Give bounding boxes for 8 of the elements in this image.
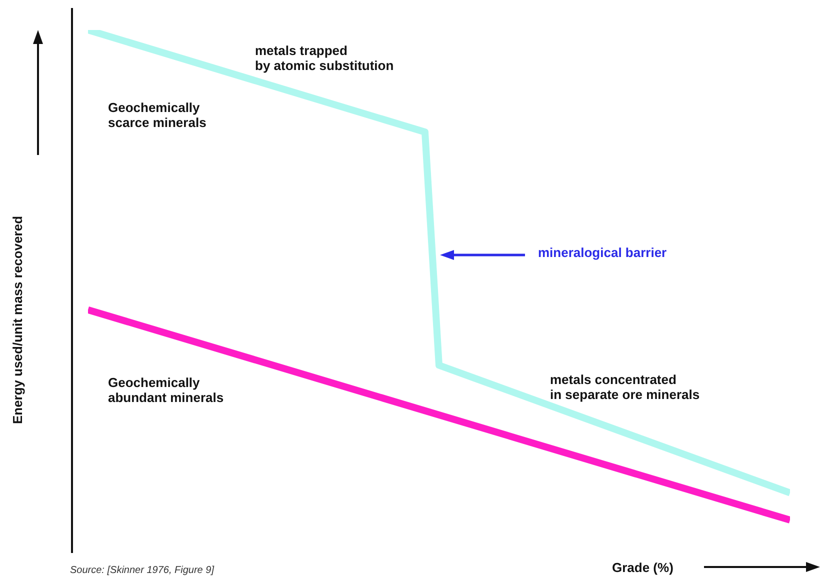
- x-axis-title: Grade (%): [612, 560, 674, 575]
- source-note: Source: [Skinner 1976, Figure 9]: [70, 565, 214, 576]
- annotation: metals trapped by atomic substitution: [255, 43, 394, 73]
- annotation: mineralogical barrier: [538, 245, 667, 260]
- annotation: Geochemically scarce minerals: [108, 100, 206, 130]
- annotation: metals concentrated in separate ore minerals: [550, 372, 700, 402]
- y-axis-title: Energy used/unit mass recovered: [10, 216, 25, 424]
- annotation: Geochemically abundant minerals: [108, 375, 224, 405]
